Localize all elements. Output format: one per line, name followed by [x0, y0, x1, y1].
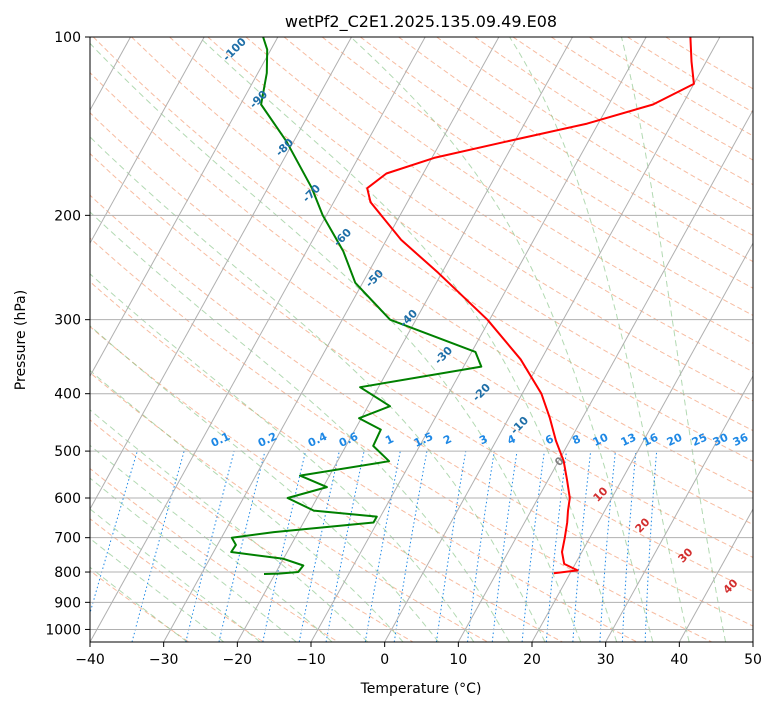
isotherm: [90, 37, 352, 511]
isotherm: [531, 242, 753, 642]
dry-adiabat: [90, 237, 712, 642]
moist-adiabat: [198, 37, 618, 642]
moist-adiabat: [90, 42, 582, 642]
y-tick-label: 1000: [45, 622, 81, 638]
y-tick-label: 400: [54, 387, 81, 403]
dry-adiabat: [92, 37, 753, 494]
mixing-ratio-label: 30: [711, 431, 731, 449]
x-tick-label: 0: [380, 652, 389, 668]
dry-adiabat: [360, 37, 753, 289]
moist-adiabat: [90, 444, 333, 642]
dry-adiabat: [90, 518, 264, 642]
moist-adiabat: [621, 37, 727, 642]
y-tick-label: 900: [54, 595, 81, 611]
dry-adiabat: [90, 569, 190, 642]
isotherm: [384, 37, 721, 642]
chart-title: wetPf2_C2E1.2025.135.09.49.E08: [285, 12, 557, 32]
y-axis: 100 200 300 400 500 600 700 800 900 1000: [45, 30, 90, 638]
temperature-profile: [366, 37, 695, 575]
mixing-ratio-label: 36: [731, 431, 751, 449]
plot-frame: [89, 36, 754, 643]
dry-adiabat: [90, 112, 753, 558]
moist-adiabat: [90, 409, 369, 642]
isotherm: [678, 508, 753, 642]
mixing-ratio-line: [545, 451, 567, 642]
x-tick-label: 10: [449, 652, 467, 668]
dry-adiabat: [90, 467, 339, 642]
y-tick-label: 300: [54, 313, 81, 329]
mixing-ratio-line: [185, 450, 235, 642]
x-axis: −40 −30 −20 −10 0 10 20 30 40 50: [75, 642, 762, 668]
dry-adiabat: [90, 371, 488, 642]
mixing-ratio-line: [521, 451, 545, 642]
background-lines: [90, 37, 753, 642]
x-axis-title: Temperature (°C): [360, 681, 482, 697]
x-tick-label: −20: [223, 652, 253, 668]
mixing-ratio-label: 10: [591, 431, 611, 449]
mixing-ratio-line: [599, 451, 616, 642]
x-tick-label: −40: [75, 652, 105, 668]
dry-adiabat: [169, 37, 753, 432]
isotherm: [163, 37, 500, 642]
mixing-ratio-label: 25: [690, 431, 709, 449]
moist-adiabat: [509, 37, 690, 642]
mixing-ratio-label: 20: [665, 431, 685, 449]
y-axis-title: Pressure (hPa): [13, 290, 29, 390]
isotherm: [90, 37, 205, 245]
x-tick-label: 20: [523, 652, 541, 668]
isotherm: [310, 37, 647, 642]
y-tick-label: 600: [54, 491, 81, 507]
mixing-ratio-line: [90, 450, 138, 615]
grid: [90, 37, 753, 642]
moist-adiabat: [90, 325, 439, 642]
isotherm: [236, 37, 573, 642]
isotherm: [457, 109, 753, 642]
y-tick-label: 500: [54, 444, 81, 460]
x-tick-label: 50: [744, 652, 762, 668]
dewpoint-profile: [230, 37, 483, 575]
dry-adiabat: [131, 37, 753, 462]
mixing-ratio-line: [262, 450, 307, 642]
moist-adiabat: [90, 211, 510, 642]
mixing-ratio-line: [435, 451, 467, 642]
mixing-ratio-line: [491, 451, 518, 642]
dry-adiabat: [207, 37, 753, 402]
x-tick-label: −10: [296, 652, 326, 668]
y-tick-label: 700: [54, 531, 81, 547]
y-tick-label: 800: [54, 565, 81, 581]
dry-adiabat: [90, 194, 753, 627]
mixing-ratio-label: 16: [641, 431, 661, 449]
dry-adiabat: [90, 419, 414, 642]
x-tick-label: 40: [670, 652, 688, 668]
dry-adiabat: [321, 37, 753, 317]
series-layer: [230, 37, 695, 575]
moist-adiabat: [90, 273, 475, 642]
isotherm: [90, 37, 426, 642]
x-tick-label: 30: [597, 652, 615, 668]
moist-adiabat: [90, 369, 404, 642]
y-tick-label: 200: [54, 208, 81, 224]
isotherm: [605, 375, 753, 642]
mixing-ratio-label: 13: [619, 431, 638, 449]
moist-adiabat: [350, 37, 654, 642]
mixing-ratio-line: [218, 450, 266, 642]
y-tick-label: 100: [54, 30, 81, 46]
mixing-ratio-line: [298, 450, 340, 642]
x-tick-label: −30: [149, 652, 179, 668]
dry-adiabat: [90, 325, 563, 642]
mixing-ratio-line: [572, 451, 592, 642]
dry-adiabat: [90, 281, 638, 642]
isotherm: [90, 37, 279, 378]
mixing-ratio-line: [467, 451, 495, 642]
